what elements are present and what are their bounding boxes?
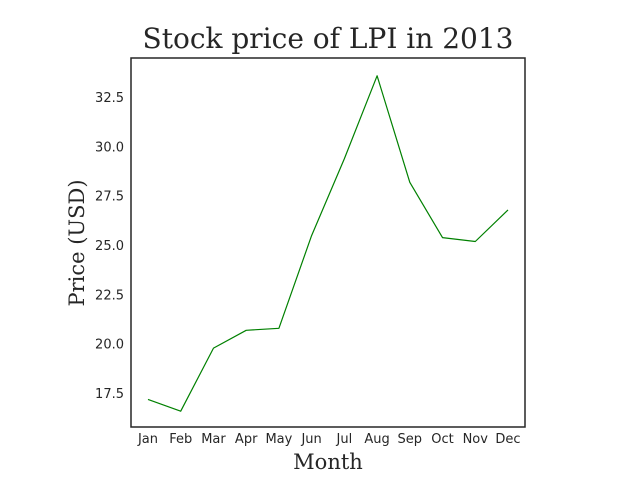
x-axis-label: Month <box>293 450 363 474</box>
x-tick-label: Dec <box>495 432 520 447</box>
y-tick-label: 22.5 <box>95 288 124 303</box>
x-tick-label: Apr <box>235 432 258 447</box>
x-tick-label: Feb <box>169 432 192 447</box>
y-tick-label: 30.0 <box>95 140 124 155</box>
plot-frame <box>130 57 526 428</box>
x-tick-label: Aug <box>364 432 389 447</box>
tick-layer: 17.5 20.0 22.5 25.0 27.5 30.0 32.5 Jan Feb Mar Apr… <box>95 91 521 447</box>
x-tick-label: May <box>265 432 292 447</box>
chart-title: Stock price of LPI in 2013 <box>143 22 514 55</box>
x-tick-label: Mar <box>201 432 226 447</box>
x-tick-label: Jan <box>137 432 158 447</box>
y-tick-label: 25.0 <box>95 239 124 254</box>
y-tick-label: 17.5 <box>95 387 124 402</box>
x-tick-label: Jul <box>336 432 353 447</box>
x-tick-label: Sep <box>398 432 423 447</box>
y-tick-label: 32.5 <box>95 91 124 106</box>
y-tick-label: 20.0 <box>95 338 124 353</box>
x-tick-label: Nov <box>463 432 489 447</box>
y-axis-label: Price (USD) <box>65 179 89 306</box>
x-tick-label: Oct <box>431 432 453 447</box>
y-tick-label: 27.5 <box>95 190 124 205</box>
series-line <box>147 75 509 412</box>
x-tick-label: Jun <box>300 432 321 447</box>
series-layer <box>147 75 509 412</box>
